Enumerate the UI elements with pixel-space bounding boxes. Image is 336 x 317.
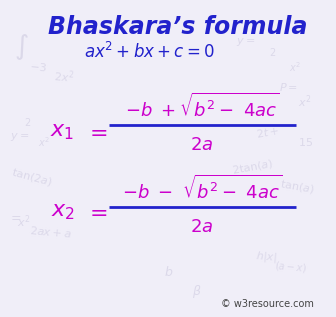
Text: $2a$: $2a$ [191, 136, 214, 154]
Text: $h|x|$: $h|x|$ [255, 249, 278, 265]
Text: $x_2$: $x_2$ [50, 202, 75, 222]
Text: $2ax+a$: $2ax+a$ [29, 224, 72, 240]
Text: $(a-x)$: $(a-x)$ [274, 259, 308, 275]
Text: $=$: $=$ [8, 210, 22, 223]
Text: $-b\ -\ \sqrt{b^2-\ 4ac}$: $-b\ -\ \sqrt{b^2-\ 4ac}$ [122, 175, 282, 203]
Text: $=$: $=$ [85, 202, 108, 222]
Text: Bhaskara’s formula: Bhaskara’s formula [48, 15, 308, 39]
Text: $ax^2+bx+c=0$: $ax^2+bx+c=0$ [84, 42, 215, 62]
Text: $y=$: $y=$ [236, 36, 255, 48]
Text: $P=$: $P=$ [279, 81, 298, 93]
Text: $2a$: $2a$ [191, 218, 214, 236]
Text: $\tan(a)$: $\tan(a)$ [279, 178, 316, 197]
Text: $2t+$: $2t+$ [255, 124, 281, 140]
Text: $x_1$: $x_1$ [50, 122, 75, 142]
Text: $-3$: $-3$ [29, 60, 47, 74]
Text: $x^2$: $x^2$ [298, 94, 312, 110]
Text: $2x^2$: $2x^2$ [53, 68, 75, 86]
Text: $2\tan(a)$: $2\tan(a)$ [231, 157, 275, 177]
Text: $y=$: $y=$ [10, 131, 29, 143]
Text: $\tan(2a)$: $\tan(2a)$ [10, 165, 53, 189]
Text: $-b\ +\sqrt{b^2-\ 4ac}$: $-b\ +\sqrt{b^2-\ 4ac}$ [125, 93, 280, 121]
Text: © w3resource.com: © w3resource.com [221, 299, 313, 309]
Text: $15$: $15$ [298, 136, 313, 148]
Text: $\beta$: $\beta$ [193, 283, 202, 301]
Text: $x^2$: $x^2$ [17, 214, 31, 230]
Text: $2$: $2$ [24, 116, 31, 128]
Text: $b$: $b$ [164, 265, 173, 279]
Text: $2$: $2$ [269, 46, 277, 58]
Text: $\int$: $\int$ [14, 32, 29, 62]
Text: $x^2$: $x^2$ [39, 135, 50, 149]
Text: $=$: $=$ [85, 122, 108, 142]
Text: $x^2$: $x^2$ [289, 60, 301, 74]
